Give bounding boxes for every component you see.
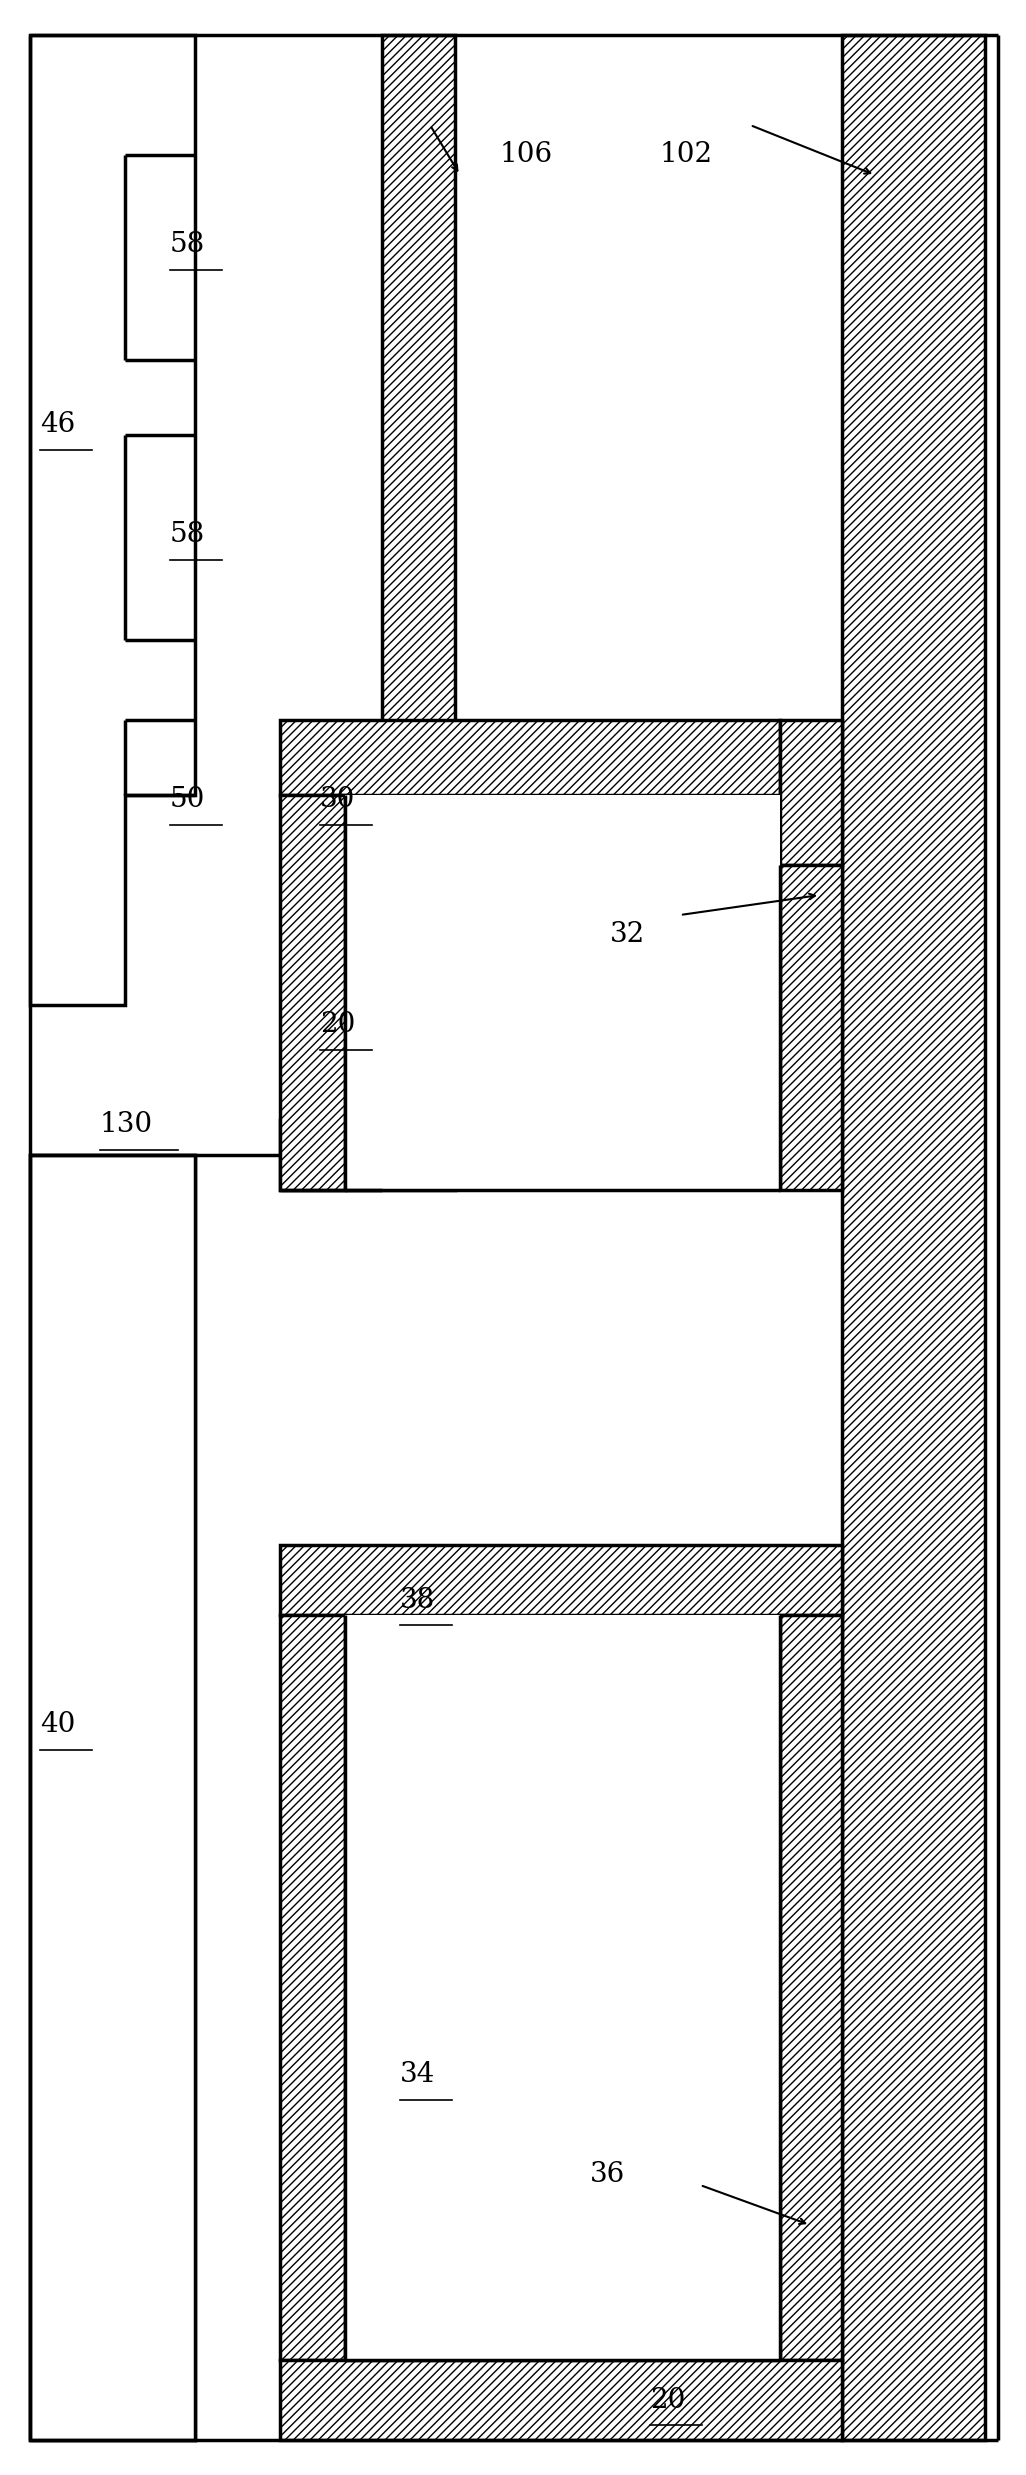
- Text: 36: 36: [590, 2161, 625, 2188]
- Text: 50: 50: [170, 787, 205, 814]
- Text: 46: 46: [40, 411, 75, 438]
- Text: 20: 20: [650, 2386, 685, 2413]
- Bar: [30, 1156, 195, 2440]
- Text: 20: 20: [320, 1012, 355, 1040]
- Bar: [280, 2361, 842, 2440]
- Text: 106: 106: [500, 141, 553, 168]
- Text: 34: 34: [400, 2062, 435, 2089]
- Bar: [280, 720, 780, 794]
- Text: 58: 58: [170, 233, 205, 257]
- Bar: [280, 1616, 345, 2361]
- Polygon shape: [30, 35, 195, 1005]
- Bar: [280, 1544, 842, 1616]
- Text: 30: 30: [320, 787, 355, 814]
- Bar: [780, 720, 842, 864]
- Text: 102: 102: [660, 141, 713, 168]
- Text: 32: 32: [610, 921, 645, 948]
- Bar: [345, 1616, 780, 2361]
- Bar: [280, 1121, 455, 1190]
- Bar: [382, 35, 455, 1121]
- Text: 58: 58: [170, 522, 205, 549]
- Bar: [455, 35, 842, 1121]
- Text: 38: 38: [400, 1586, 435, 1614]
- Bar: [780, 864, 842, 1190]
- Text: 40: 40: [40, 1713, 75, 1737]
- Polygon shape: [30, 1156, 195, 2440]
- Bar: [345, 794, 780, 1190]
- Text: 130: 130: [100, 1111, 153, 1138]
- Bar: [842, 35, 985, 2440]
- Bar: [280, 794, 345, 1190]
- Bar: [780, 1616, 842, 2361]
